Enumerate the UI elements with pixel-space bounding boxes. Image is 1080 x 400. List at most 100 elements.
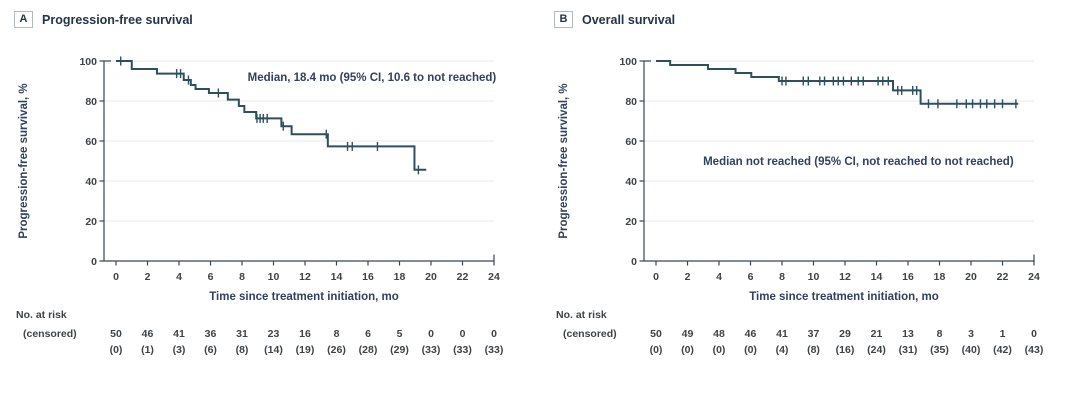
x-tick-label: 4 bbox=[716, 271, 722, 283]
at-risk-value: 48 bbox=[713, 328, 725, 340]
at-risk-value: 6 bbox=[365, 328, 371, 340]
censored-value: (6) bbox=[204, 344, 217, 356]
panel-b-title: Overall survival bbox=[582, 12, 676, 27]
censored-value: (26) bbox=[327, 344, 346, 356]
panel-progression-free-survival: A Progression-free survival 0 20 40 60 80 100… bbox=[14, 11, 504, 356]
y-tick-label: 80 bbox=[625, 96, 637, 108]
at-risk-value: 0 bbox=[491, 328, 497, 340]
y-tick-label: 20 bbox=[625, 216, 637, 228]
at-risk-value: 13 bbox=[902, 328, 914, 340]
at-risk-value: 0 bbox=[428, 328, 434, 340]
censored-value: (35) bbox=[930, 344, 949, 356]
at-risk-value: 16 bbox=[299, 328, 311, 340]
y-tick-label: 20 bbox=[85, 216, 97, 228]
at-risk-value: 23 bbox=[268, 328, 280, 340]
x-tick-label: 16 bbox=[902, 271, 914, 283]
x-tick-label: 2 bbox=[145, 271, 151, 283]
x-tick-label: 0 bbox=[113, 271, 119, 283]
x-tick-label: 14 bbox=[331, 271, 343, 283]
x-tick-label: 20 bbox=[425, 271, 437, 283]
risk-table-censored-label: (censored) bbox=[23, 328, 77, 340]
y-tick-label: 80 bbox=[85, 96, 97, 108]
x-tick-label: 18 bbox=[934, 271, 946, 283]
at-risk-value: 5 bbox=[397, 328, 403, 340]
x-tick-label: 6 bbox=[748, 271, 754, 283]
censored-value: (0) bbox=[650, 344, 663, 356]
x-tick-label: 12 bbox=[299, 271, 311, 283]
panel-b-label-box: B bbox=[554, 11, 573, 28]
x-tick-label: 12 bbox=[839, 271, 851, 283]
censored-value: (1) bbox=[141, 344, 154, 356]
risk-table-censored-label: (censored) bbox=[563, 328, 617, 340]
risk-table-label: No. at risk bbox=[16, 309, 67, 321]
at-risk-value: 31 bbox=[236, 328, 248, 340]
y-tick-label: 60 bbox=[85, 136, 97, 148]
y-tick-label: 40 bbox=[625, 176, 637, 188]
at-risk-value: 8 bbox=[937, 328, 943, 340]
censored-value: (0) bbox=[681, 344, 694, 356]
at-risk-value: 0 bbox=[460, 328, 466, 340]
at-risk-value: 41 bbox=[776, 328, 788, 340]
censored-value: (0) bbox=[713, 344, 726, 356]
y-axis-title: Progression-free survival, % bbox=[558, 83, 570, 238]
y-tick-label: 40 bbox=[85, 176, 97, 188]
at-risk-value: 1 bbox=[1000, 328, 1006, 340]
at-risk-value: 21 bbox=[871, 328, 883, 340]
panel-a-header: A Progression-free survival bbox=[14, 11, 193, 28]
at-risk-value: 37 bbox=[808, 328, 820, 340]
x-tick-label: 10 bbox=[268, 271, 280, 283]
censored-value: (33) bbox=[422, 344, 441, 356]
censored-value: (28) bbox=[359, 344, 378, 356]
km-curve bbox=[656, 60, 1019, 105]
axes bbox=[103, 60, 495, 262]
censored-value: (42) bbox=[993, 344, 1012, 356]
at-risk-value: 50 bbox=[110, 328, 122, 340]
x-tick-label: 8 bbox=[239, 271, 245, 283]
x-tick-label: 2 bbox=[685, 271, 691, 283]
x-tick-label: 0 bbox=[653, 271, 659, 283]
censored-value: (40) bbox=[962, 344, 981, 356]
x-tick-label: 20 bbox=[965, 271, 977, 283]
censored-value: (14) bbox=[264, 344, 283, 356]
x-tick-label: 24 bbox=[1028, 271, 1040, 283]
x-tick-label: 14 bbox=[871, 271, 883, 283]
censored-value: (0) bbox=[110, 344, 123, 356]
at-risk-value: 8 bbox=[334, 328, 340, 340]
at-risk-value: 41 bbox=[173, 328, 185, 340]
km-curve bbox=[116, 60, 427, 171]
censored-value: (19) bbox=[296, 344, 315, 356]
censored-value: (0) bbox=[744, 344, 757, 356]
x-tick-label: 6 bbox=[208, 271, 214, 283]
censored-value: (29) bbox=[390, 344, 409, 356]
censored-value: (43) bbox=[1025, 344, 1044, 356]
y-axis-title: Progression-free survival, % bbox=[18, 83, 30, 238]
y-tick-label: 0 bbox=[631, 256, 637, 268]
censored-value: (4) bbox=[776, 344, 789, 356]
at-risk-value: 29 bbox=[839, 328, 851, 340]
risk-table-label: No. at risk bbox=[556, 309, 607, 321]
censored-value: (33) bbox=[453, 344, 472, 356]
panel-overall-survival: B Overall survival 0 20 40 60 80 100 0 2 4 6 8 10 12… bbox=[540, 0, 1080, 400]
y-tick-label: 60 bbox=[625, 136, 637, 148]
censored-value: (8) bbox=[807, 344, 820, 356]
y-tick-label: 0 bbox=[91, 256, 97, 268]
panel-b-header: B Overall survival bbox=[554, 11, 675, 28]
median-annotation: Median, 18.4 mo (95% CI, 10.6 to not rea… bbox=[248, 72, 497, 84]
censored-value: (8) bbox=[236, 344, 249, 356]
at-risk-value: 46 bbox=[745, 328, 757, 340]
panel-a-label-box: A bbox=[14, 11, 33, 28]
x-tick-label: 8 bbox=[779, 271, 785, 283]
at-risk-value: 3 bbox=[968, 328, 974, 340]
y-tick-label: 100 bbox=[79, 56, 97, 68]
censored-value: (24) bbox=[867, 344, 886, 356]
y-tick-label: 100 bbox=[619, 56, 637, 68]
x-axis-title: Time since treatment initiation, mo bbox=[749, 291, 939, 303]
x-tick-label: 24 bbox=[488, 271, 500, 283]
x-tick-label: 22 bbox=[457, 271, 469, 283]
censored-value: (16) bbox=[836, 344, 855, 356]
censored-value: (33) bbox=[485, 344, 504, 356]
censored-value: (31) bbox=[899, 344, 918, 356]
